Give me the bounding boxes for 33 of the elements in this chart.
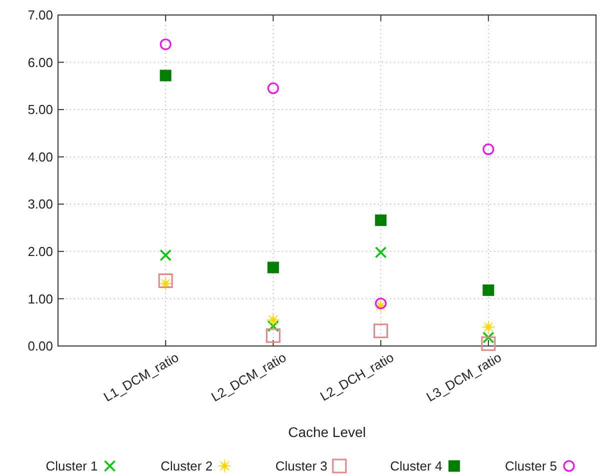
legend-label: Cluster 2 [160, 458, 213, 474]
y-tick-label: 1.00 [28, 291, 53, 306]
point [482, 284, 494, 296]
point [267, 82, 279, 94]
point [266, 328, 280, 343]
point [482, 320, 496, 334]
point [160, 38, 172, 50]
x-axis-title: Cache Level [288, 424, 366, 440]
point [374, 324, 388, 338]
point [158, 273, 173, 288]
y-tick-label: 7.00 [28, 8, 53, 23]
point [482, 332, 494, 344]
legend-label: Cluster 3 [275, 458, 328, 474]
point [266, 313, 280, 327]
y-tick-label: 4.00 [28, 149, 53, 164]
point [160, 70, 172, 82]
point [267, 262, 279, 274]
point [482, 144, 494, 156]
point [158, 276, 172, 290]
y-tick-label: 0.00 [28, 338, 53, 354]
y-tick-label: 3.00 [28, 196, 53, 212]
point [375, 214, 387, 226]
point [160, 249, 172, 262]
legend-label: Cluster 1 [46, 458, 98, 474]
legend-label: Cluster 4 [390, 458, 442, 474]
y-tick-label: 6.00 [28, 54, 53, 70]
point [374, 246, 387, 258]
y-tick-label: 5.00 [28, 102, 53, 118]
point [481, 336, 496, 351]
point [375, 298, 387, 310]
legend-label: Cluster 5 [504, 458, 557, 474]
y-tick-label: 2.00 [28, 244, 53, 259]
point [267, 320, 280, 332]
